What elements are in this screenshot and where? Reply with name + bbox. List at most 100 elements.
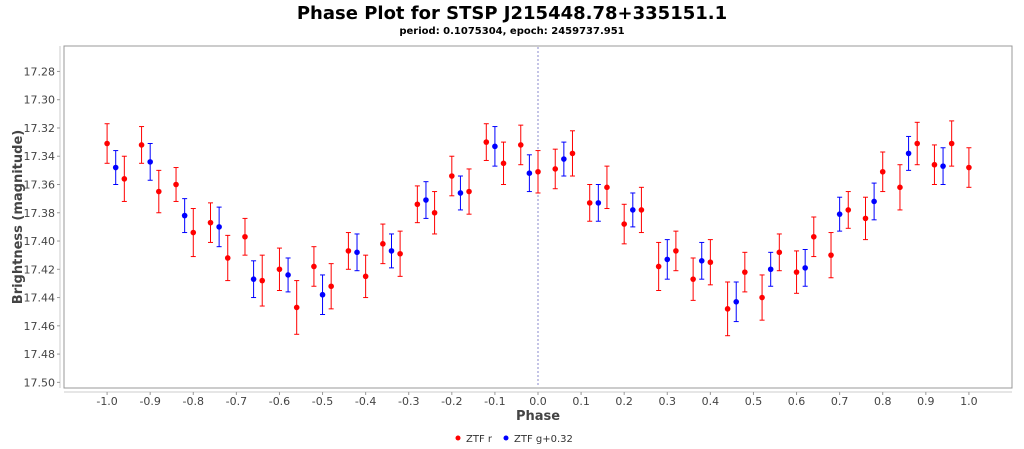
data-point (242, 233, 248, 240)
data-point (845, 207, 852, 213)
data-point (828, 252, 834, 258)
series-ztf-g (112, 126, 946, 323)
y-tick-label: 17.38 (24, 207, 56, 220)
chart-subtitle: period: 0.1075304, epoch: 2459737.951 (399, 26, 624, 37)
data-point (224, 255, 231, 261)
y-tick-label: 17.42 (24, 263, 56, 276)
data-point (655, 263, 662, 270)
data-point (319, 291, 326, 298)
data-point (759, 294, 765, 301)
data-point (345, 248, 352, 254)
data-point (905, 150, 912, 157)
x-tick-label: -0.9 (139, 395, 160, 408)
chart-title: Phase Plot for STSP J215448.78+335151.1 (297, 3, 727, 24)
legend-label: ZTF r (466, 434, 493, 445)
x-tick-label: 0.8 (874, 395, 892, 408)
x-tick-label: -0.5 (312, 395, 333, 408)
data-point (673, 248, 679, 254)
x-tick-label: 0.7 (831, 395, 849, 408)
data-point (561, 156, 567, 162)
data-point (733, 298, 740, 305)
data-point (638, 207, 645, 213)
data-point (767, 266, 774, 273)
x-tick-label: 0.9 (917, 395, 935, 408)
data-point (630, 207, 636, 213)
data-point (328, 283, 334, 290)
data-point (466, 188, 472, 195)
data-point (810, 233, 817, 240)
data-point (250, 276, 257, 282)
data-point (276, 266, 283, 273)
x-tick-label: -0.7 (226, 395, 247, 408)
data-point (517, 142, 524, 148)
data-point (776, 249, 783, 256)
data-point (207, 219, 214, 226)
data-point (216, 224, 222, 230)
series-ztf-r (104, 120, 972, 337)
data-point (742, 269, 748, 275)
data-point (948, 140, 955, 147)
data-point (966, 164, 972, 171)
data-point (500, 160, 507, 167)
data-point (492, 143, 498, 150)
data-point (535, 168, 541, 175)
data-point (862, 215, 869, 222)
data-point (569, 150, 576, 157)
data-point (690, 276, 696, 282)
data-point (940, 163, 946, 169)
y-tick-label: 17.30 (24, 94, 56, 107)
data-point (793, 269, 800, 275)
x-tick-label: 0.6 (788, 395, 806, 408)
data-point (449, 173, 455, 179)
y-tick-label: 17.44 (24, 292, 56, 305)
x-tick-label: -0.4 (355, 395, 376, 408)
data-point (190, 229, 197, 236)
x-tick-label: -0.2 (441, 395, 462, 408)
data-point (802, 265, 808, 271)
data-point (836, 211, 843, 217)
data-point (259, 277, 266, 284)
data-point (173, 181, 179, 188)
data-point (879, 168, 886, 175)
data-point (586, 200, 593, 206)
y-tick-label: 17.28 (24, 65, 56, 78)
data-point (552, 166, 559, 172)
data-point (595, 200, 602, 206)
data-point (156, 188, 162, 195)
x-tick-label: -0.8 (183, 395, 204, 408)
data-point (897, 184, 903, 191)
x-tick-label: -0.1 (484, 395, 505, 408)
y-tick-label: 17.34 (24, 150, 56, 163)
x-axis-label: Phase (516, 409, 560, 424)
data-point (431, 209, 438, 216)
data-point (138, 142, 145, 148)
x-tick-label: -1.0 (96, 395, 117, 408)
x-tick-label: -0.3 (398, 395, 419, 408)
data-point (664, 256, 671, 263)
data-point (112, 164, 119, 171)
y-axis-label: Brightness (magnitude) (11, 130, 26, 304)
data-point (526, 170, 533, 176)
legend-marker (455, 435, 461, 441)
y-tick-label: 17.48 (24, 348, 56, 361)
x-tick-label: 0.4 (702, 395, 720, 408)
legend-marker (503, 435, 509, 441)
x-tick-label: 0.1 (572, 395, 590, 408)
data-point (397, 250, 403, 257)
data-point (104, 140, 110, 147)
x-tick-label: 0.3 (659, 395, 677, 408)
y-tick-label: 17.50 (24, 376, 56, 389)
data-point (362, 273, 369, 280)
data-point (121, 176, 128, 182)
x-tick-label: 0.5 (745, 395, 763, 408)
data-point (354, 249, 360, 256)
data-point (914, 140, 920, 147)
data-point (604, 184, 610, 191)
data-point (147, 159, 153, 165)
data-point (380, 241, 386, 247)
data-point (724, 306, 731, 312)
data-point (388, 248, 395, 254)
data-point (414, 201, 421, 208)
data-point (423, 197, 429, 203)
data-point (698, 258, 705, 264)
